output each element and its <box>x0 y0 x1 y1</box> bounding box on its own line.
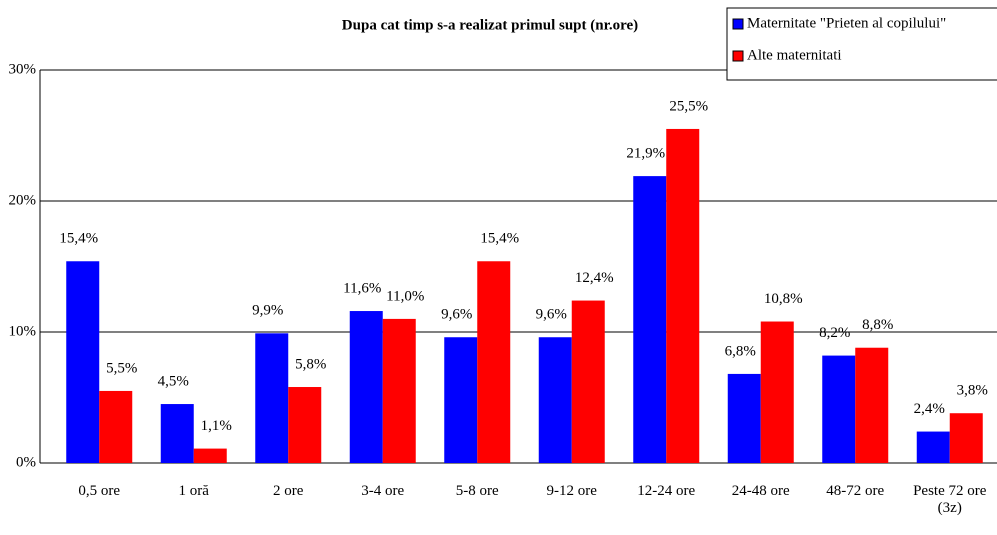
x-tick-label: 1 oră <box>178 483 209 499</box>
value-label: 9,9% <box>252 303 283 319</box>
value-label: 25,5% <box>669 98 708 114</box>
value-label: 5,5% <box>106 360 137 376</box>
y-tick-label: 20% <box>9 192 37 208</box>
bar <box>633 176 667 464</box>
bar <box>727 373 761 463</box>
x-tick-label: 2 ore <box>273 483 304 499</box>
x-tick-label: Peste 72 ore (3z) <box>913 483 987 516</box>
bar <box>66 261 100 463</box>
bar <box>99 390 133 463</box>
bar <box>822 355 856 463</box>
bar <box>444 337 478 463</box>
y-tick-label: 30% <box>9 61 37 77</box>
legend-swatch <box>732 18 744 30</box>
bar <box>193 448 227 463</box>
bar <box>949 413 983 463</box>
y-tick-label: 10% <box>9 323 37 339</box>
value-label: 4,5% <box>158 373 189 389</box>
bar <box>255 333 289 463</box>
value-label: 2,4% <box>914 401 945 417</box>
bar <box>571 300 605 463</box>
bar <box>349 311 383 463</box>
x-tick-label: 24-48 ore <box>731 483 790 499</box>
value-label: 5,8% <box>295 356 326 372</box>
bar <box>760 321 794 463</box>
value-label: 10,8% <box>764 291 803 307</box>
bar <box>288 387 322 463</box>
bar <box>855 347 889 463</box>
x-tick-label: 9-12 ore <box>546 483 597 499</box>
bar <box>477 261 511 463</box>
x-tick-label: 12-24 ore <box>637 483 696 499</box>
value-label: 1,1% <box>201 418 232 434</box>
bar <box>916 431 950 463</box>
value-label: 6,8% <box>725 343 756 359</box>
bar <box>538 337 572 463</box>
legend-box <box>726 7 997 81</box>
value-label: 8,8% <box>862 317 893 333</box>
x-tick-label: 48-72 ore <box>826 483 885 499</box>
value-label: 8,2% <box>819 325 850 341</box>
bar <box>382 318 416 463</box>
value-label: 21,9% <box>626 146 665 162</box>
value-label: 11,6% <box>343 280 381 296</box>
legend-label: Alte maternitati <box>747 47 842 63</box>
value-label: 3,8% <box>957 383 988 399</box>
value-label: 9,6% <box>536 307 567 323</box>
legend-label: Maternitate "Prieten al copilului" <box>747 15 946 31</box>
value-label: 15,4% <box>480 231 519 247</box>
bar <box>160 404 194 463</box>
bar <box>666 128 700 463</box>
y-tick-label: 0% <box>16 454 36 470</box>
x-tick-label: 0,5 ore <box>78 483 121 499</box>
value-label: 12,4% <box>575 270 614 286</box>
chart-title: Dupa cat timp s-a realizat primul supt (… <box>342 17 638 33</box>
legend-swatch <box>732 50 744 62</box>
x-tick-label: 5-8 ore <box>455 483 499 499</box>
x-tick-label: 3-4 ore <box>361 483 405 499</box>
value-label: 9,6% <box>441 307 472 323</box>
value-label: 15,4% <box>59 231 98 247</box>
value-label: 11,0% <box>386 288 424 304</box>
